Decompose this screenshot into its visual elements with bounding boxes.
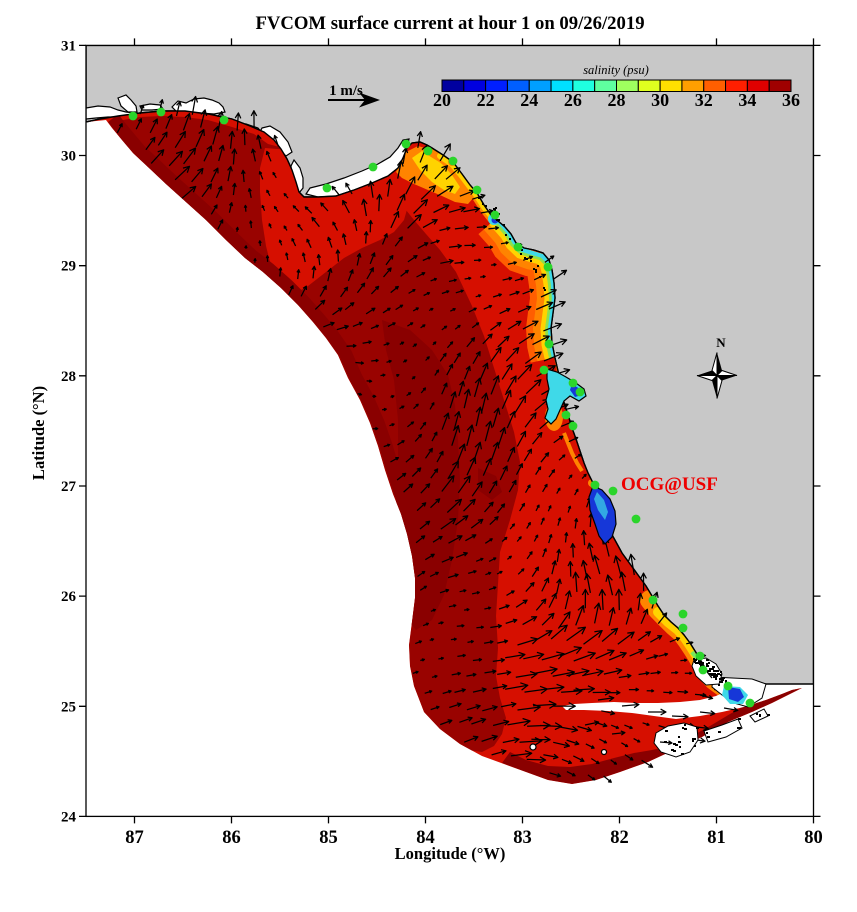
svg-text:82: 82 bbox=[610, 828, 629, 848]
svg-text:80: 80 bbox=[804, 828, 823, 848]
svg-text:N: N bbox=[716, 335, 726, 350]
svg-text:29: 29 bbox=[61, 259, 76, 275]
svg-text:OCG@USF: OCG@USF bbox=[621, 474, 718, 495]
svg-text:31: 31 bbox=[61, 38, 76, 54]
svg-text:87: 87 bbox=[125, 828, 144, 848]
svg-text:Longitude (°W): Longitude (°W) bbox=[395, 844, 506, 863]
svg-text:26: 26 bbox=[61, 589, 77, 605]
svg-text:32: 32 bbox=[695, 90, 713, 110]
svg-text:20: 20 bbox=[433, 90, 451, 110]
svg-text:30: 30 bbox=[61, 149, 76, 165]
svg-text:86: 86 bbox=[222, 828, 241, 848]
svg-text:26: 26 bbox=[564, 90, 582, 110]
svg-text:1 m/s: 1 m/s bbox=[329, 83, 363, 99]
svg-text:84: 84 bbox=[416, 828, 435, 848]
svg-text:24: 24 bbox=[520, 90, 538, 110]
svg-text:salinity (psu): salinity (psu) bbox=[583, 63, 649, 77]
svg-text:34: 34 bbox=[738, 90, 756, 110]
svg-text:25: 25 bbox=[61, 699, 76, 715]
svg-text:27: 27 bbox=[61, 479, 77, 495]
svg-text:30: 30 bbox=[651, 90, 669, 110]
svg-text:28: 28 bbox=[608, 90, 626, 110]
svg-text:85: 85 bbox=[319, 828, 338, 848]
svg-text:24: 24 bbox=[61, 809, 77, 825]
svg-text:28: 28 bbox=[61, 369, 76, 385]
svg-text:Latitude (°N): Latitude (°N) bbox=[29, 386, 48, 480]
svg-text:83: 83 bbox=[513, 828, 532, 848]
svg-text:81: 81 bbox=[707, 828, 726, 848]
svg-text:36: 36 bbox=[782, 90, 800, 110]
svg-text:22: 22 bbox=[477, 90, 495, 110]
svg-text:FVCOM surface current at hour: FVCOM surface current at hour 1 on 09/26… bbox=[255, 13, 644, 34]
